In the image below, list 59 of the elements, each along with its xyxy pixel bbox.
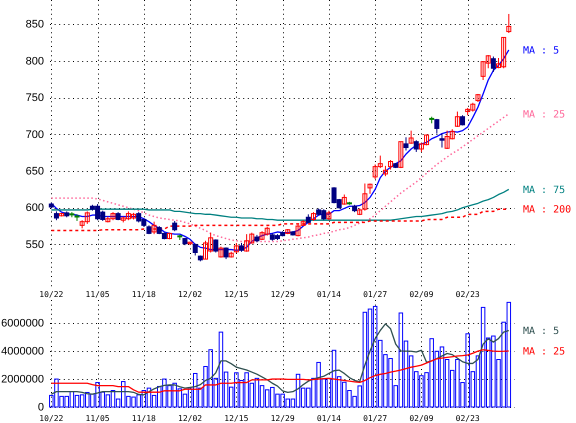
candlestick — [234, 242, 239, 254]
candlestick — [368, 183, 373, 194]
series-label: MA : 5 — [523, 326, 560, 337]
candlestick — [398, 141, 404, 169]
candlestick — [388, 160, 394, 170]
candlestick — [403, 136, 408, 151]
y-tick-label: 750 — [26, 92, 44, 104]
x-tick-label: 01/14 — [316, 414, 342, 423]
x-tick-label: 01/27 — [363, 290, 388, 299]
candlestick — [362, 183, 368, 212]
candlestick — [213, 238, 218, 253]
y-tick-label: 600 — [26, 202, 44, 214]
x-tick-label: 12/29 — [270, 414, 295, 423]
x-tick-label: 11/18 — [132, 290, 156, 299]
x-tick-label: 01/14 — [316, 290, 342, 299]
x-tick-label: 02/23 — [456, 414, 480, 423]
candlestick — [454, 111, 460, 128]
x-tick-label: 02/09 — [409, 290, 434, 299]
y-tick-label: 550 — [26, 238, 44, 251]
x-tick-label: 12/15 — [224, 290, 249, 299]
y-tick-label: 800 — [26, 55, 44, 68]
x-tick-label: 11/05 — [86, 290, 110, 299]
x-tick-label: 12/15 — [224, 414, 249, 423]
candlestick — [439, 133, 444, 148]
x-tick-label: 12/02 — [178, 414, 202, 423]
candlestick — [408, 130, 414, 144]
candlestick — [506, 13, 512, 34]
candlestick — [490, 56, 496, 72]
y-tick-label: 700 — [26, 128, 44, 141]
x-tick-label: 10/22 — [39, 414, 64, 423]
line-series — [50, 349, 510, 393]
candlestick — [434, 118, 440, 134]
y-tick-label: 6000000 — [1, 318, 44, 330]
x-tick-label: 12/29 — [270, 290, 295, 299]
candlestick — [192, 243, 198, 256]
x-tick-label: 11/05 — [86, 414, 110, 423]
series-label: MA : 200 — [523, 204, 572, 216]
candlestick — [218, 246, 224, 258]
y-tick-label: 650 — [26, 166, 44, 178]
candlestick — [172, 220, 178, 232]
series-label: MA : 75 — [523, 184, 566, 196]
series-label: MA : 25 — [523, 109, 566, 120]
series-label: MA : 25 — [523, 346, 566, 358]
y-tick-label: 4000000 — [1, 346, 44, 358]
y-tick-label: 850 — [26, 18, 44, 31]
candlestick — [342, 194, 347, 206]
x-tick-label: 12/02 — [178, 290, 202, 299]
series-label: MA : 5 — [523, 45, 560, 56]
y-tick-label: 0 — [38, 402, 44, 414]
x-tick-label: 02/09 — [409, 414, 434, 423]
x-tick-label: 02/23 — [456, 290, 480, 299]
y-tick-label: 2000000 — [1, 374, 44, 386]
candlestick — [326, 210, 332, 221]
x-tick-label: 10/22 — [39, 290, 64, 299]
x-tick-label: 01/27 — [363, 414, 388, 423]
x-tick-label: 11/18 — [132, 414, 156, 423]
candlestick — [414, 140, 419, 152]
candlestick — [382, 165, 388, 177]
line-series — [50, 323, 510, 396]
